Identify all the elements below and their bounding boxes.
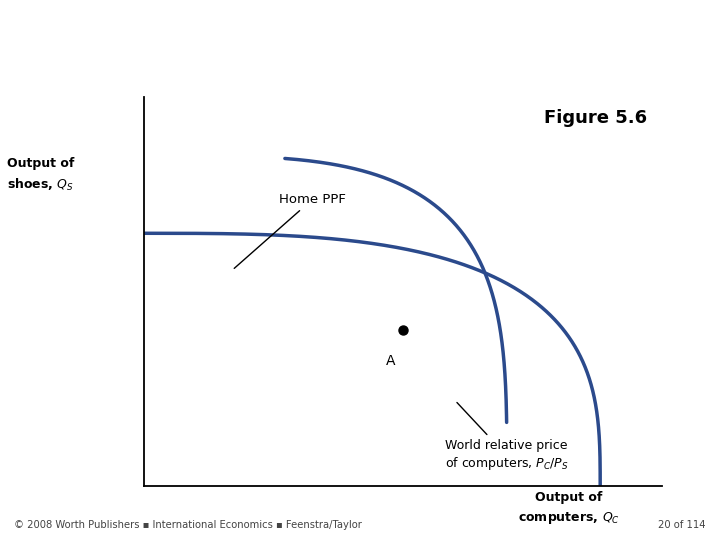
Text: Home PPF: Home PPF (234, 193, 346, 268)
Text: Figure 5.6: Figure 5.6 (544, 109, 647, 127)
Text: Output of
computers, $Q_C$: Output of computers, $Q_C$ (518, 491, 620, 526)
Text: World relative price
of computers, $P_C$/$P_S$: World relative price of computers, $P_C$… (445, 402, 569, 472)
Text: A: A (385, 354, 395, 368)
Text: Effects of Immigration in the Long Run: Effects of Immigration in the Long Run (11, 27, 648, 55)
Text: Output of
shoes, $Q_S$: Output of shoes, $Q_S$ (7, 157, 75, 192)
Text: © 2008 Worth Publishers ▪ International Economics ▪ Feenstra/Taylor: © 2008 Worth Publishers ▪ International … (14, 521, 362, 530)
Text: 20 of 114: 20 of 114 (658, 521, 706, 530)
